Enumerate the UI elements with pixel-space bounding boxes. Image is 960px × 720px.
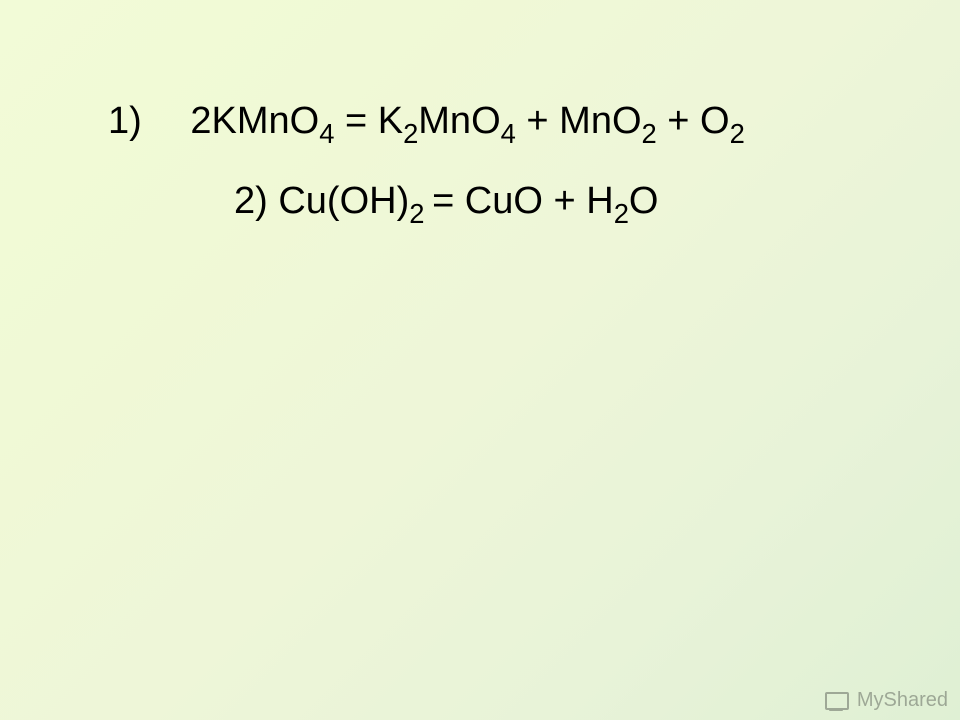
formula-fragment: = CuO + H: [432, 180, 614, 222]
subscript: 2: [614, 198, 629, 229]
formula-fragment: = K: [334, 100, 403, 142]
watermark: MyShared: [825, 689, 948, 712]
formula-fragment: + O: [657, 100, 730, 142]
formula-fragment: [142, 100, 180, 142]
subscript: 2: [409, 198, 432, 229]
equation-1: 1) 2KMnO4 = K2MnO4 + MnO2 + O2: [108, 100, 745, 149]
subscript: 2: [642, 118, 657, 149]
formula-fragment: MnO: [418, 100, 500, 142]
formula-fragment: 2) Cu(OH): [234, 180, 409, 222]
formula-fragment: 2KMnO: [180, 100, 319, 142]
formula-fragment: 1): [108, 100, 142, 142]
subscript: 4: [501, 118, 516, 149]
subscript: 4: [319, 118, 334, 149]
equation-2: 2) Cu(OH)2 = CuO + H2O: [234, 180, 658, 229]
subscript: 2: [403, 118, 418, 149]
formula-fragment: O: [629, 180, 659, 222]
watermark-text: MyShared: [857, 689, 948, 712]
formula-fragment: + MnO: [516, 100, 642, 142]
presentation-icon: [825, 690, 851, 712]
subscript: 2: [730, 118, 745, 149]
